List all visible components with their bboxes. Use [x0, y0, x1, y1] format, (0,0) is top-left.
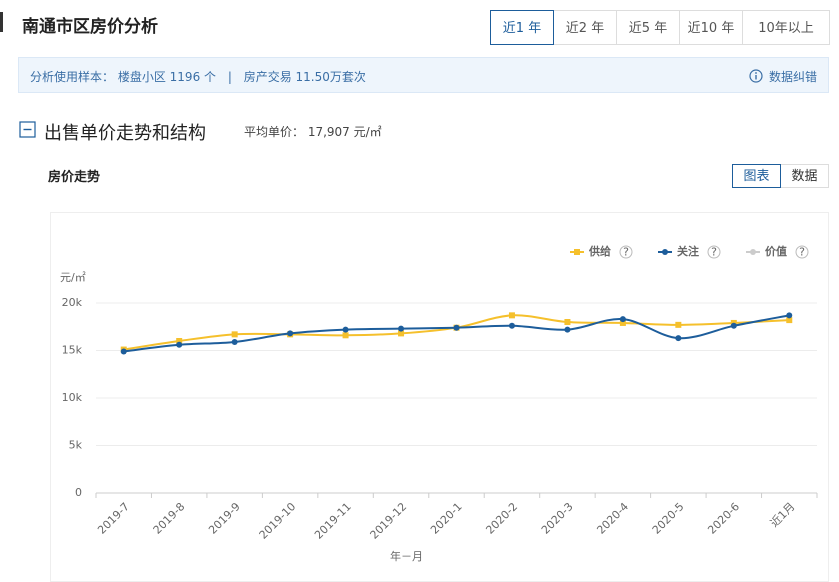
- x-tick-label: 2019-10: [257, 500, 299, 542]
- legend-marker: [750, 249, 756, 255]
- y-axis-label: 元/㎡: [60, 271, 86, 284]
- y-tick-label: 5k: [69, 439, 83, 452]
- x-tick-label: 近1月: [768, 500, 798, 530]
- range-tab[interactable]: 近1 年: [490, 10, 554, 45]
- data-point: [730, 322, 737, 329]
- legend-marker: [662, 249, 668, 255]
- y-tick-label: 0: [75, 486, 82, 499]
- data-point: [342, 326, 349, 333]
- legend-label: 价值: [765, 244, 787, 258]
- x-tick-label: 2020-2: [483, 500, 520, 537]
- data-point: [342, 332, 349, 339]
- average-price: 平均单价： 17,907 元/㎡: [244, 125, 382, 139]
- data-point: [564, 319, 571, 325]
- series-line: [123, 314, 790, 351]
- page-title: 南通市区房价分析: [22, 17, 158, 37]
- series-line: [123, 314, 790, 353]
- legend-help-icon: [795, 245, 809, 259]
- chart-subtitle: 房价走势: [48, 170, 101, 185]
- info-trades: 房产交易 11.50万套次: [243, 70, 366, 84]
- data-point: [786, 317, 793, 324]
- data-point: [231, 331, 238, 338]
- info-separator: |: [227, 70, 232, 84]
- data-point: [619, 319, 626, 326]
- data-point: [398, 325, 405, 332]
- range-tab[interactable]: 近2 年: [553, 10, 617, 45]
- data-point: [675, 335, 682, 342]
- correction-link[interactable]: 数据纠错: [769, 70, 818, 84]
- data-point: [786, 312, 793, 319]
- data-point: [176, 338, 183, 344]
- data-point: [398, 330, 405, 337]
- x-tick-label: 2020-3: [539, 500, 576, 537]
- y-tick-label: 20k: [62, 296, 83, 309]
- range-tab[interactable]: 近5 年: [616, 10, 680, 45]
- data-point: [675, 321, 682, 328]
- data-point: [120, 348, 127, 355]
- legend-help: ?: [799, 246, 805, 259]
- data-point: [508, 312, 515, 319]
- chart: 元/㎡ 0 5k 10k 15k 20k 2019-7 2019-8 2019-9 2019-10…: [60, 244, 818, 563]
- data-point: [287, 330, 294, 337]
- data-point: [176, 341, 183, 348]
- legend-label: 关注: [677, 244, 699, 258]
- data-point: [231, 338, 238, 345]
- section-title: 出售单价走势和结构: [44, 123, 206, 144]
- data-point: [564, 326, 571, 333]
- x-tick-label: 2019-7: [95, 500, 132, 537]
- x-axis-label: 年－月: [390, 549, 423, 563]
- x-tick-label: 2020-1: [428, 500, 465, 537]
- title-bar: [0, 12, 3, 32]
- y-tick-label: 15k: [62, 344, 83, 357]
- data-point: [453, 324, 460, 331]
- range-tab[interactable]: 10年以上: [742, 10, 830, 45]
- legend-help-icon: [707, 245, 721, 259]
- info-text: 分析使用样本： 楼盘小区 1196 个 | 房产交易 11.50万套次: [30, 68, 366, 85]
- legend-label: 供给: [588, 244, 611, 258]
- legend-help: ?: [711, 246, 717, 259]
- info-bar: [18, 57, 829, 93]
- range-tab[interactable]: 近10 年: [679, 10, 743, 45]
- x-tick-label: 2020-6: [705, 500, 742, 537]
- data-point: [508, 322, 515, 329]
- info-sample: 楼盘小区 1196 个: [117, 70, 217, 84]
- legend-help-icon: [619, 245, 633, 259]
- legend-marker: [574, 249, 580, 255]
- info-label: 分析使用样本：: [30, 70, 115, 84]
- x-tick-label: 2019-8: [151, 500, 188, 537]
- view-button[interactable]: 图表: [732, 164, 781, 188]
- x-tick-label: 2020-5: [650, 500, 687, 537]
- data-point: [619, 316, 626, 323]
- legend-help: ?: [623, 246, 629, 259]
- view-button[interactable]: 数据: [780, 164, 829, 188]
- x-tick-label: 2020-4: [594, 500, 631, 537]
- x-tick-label: 2019-11: [312, 500, 354, 542]
- x-tick-label: 2019-12: [368, 500, 410, 542]
- info-icon: [749, 69, 763, 83]
- page: {"header": {"title": "南通市区房价分析", "tabs":…: [0, 10, 830, 582]
- y-tick-label: 10k: [62, 391, 83, 404]
- collapse-icon[interactable]: [19, 121, 37, 139]
- x-tick-label: 2019-9: [206, 500, 243, 537]
